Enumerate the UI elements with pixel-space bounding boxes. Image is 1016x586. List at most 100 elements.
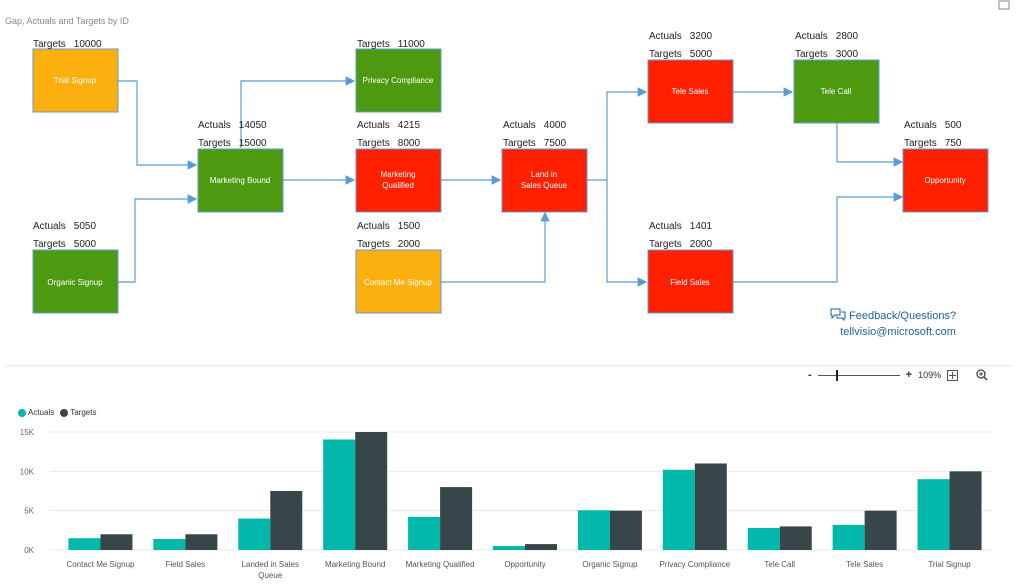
targets-annotation: Targets 11000 bbox=[357, 39, 425, 50]
bar-actuals[interactable] bbox=[917, 479, 950, 550]
bar-actuals[interactable] bbox=[662, 469, 695, 550]
node-organic-signup[interactable]: Organic Signup bbox=[32, 249, 119, 314]
actuals-annotation: Actuals 1401 bbox=[649, 221, 712, 232]
node-land-in-sales-queue[interactable]: Land in Sales Queue bbox=[501, 148, 588, 213]
expand-icon[interactable] bbox=[998, 0, 1010, 10]
zoom-slider[interactable] bbox=[817, 369, 900, 381]
feedback-text: Feedback/Questions? bbox=[849, 310, 957, 322]
zoom-in-button[interactable]: + bbox=[905, 369, 913, 381]
legend-targets[interactable]: Targets bbox=[60, 408, 96, 417]
bar-targets[interactable] bbox=[609, 510, 642, 550]
bar-targets[interactable] bbox=[864, 510, 897, 550]
targets-annotation: Targets 2000 bbox=[357, 239, 420, 250]
chart-legend: Actuals Targets bbox=[18, 408, 96, 417]
y-tick-label: 10K bbox=[20, 467, 35, 476]
node-label: Sales Queue bbox=[521, 181, 568, 190]
bar-targets[interactable] bbox=[694, 463, 727, 550]
process-diagram: Trial Signup Targets 10000 Organic Signup… bbox=[5, 31, 1012, 367]
x-tick-label: Contact Me Signup bbox=[66, 560, 135, 569]
actuals-targets-bar-chart: 0K 5K 10K 15K Contact Me Signup Field Sales La… bbox=[20, 428, 992, 580]
legend-actuals[interactable]: Actuals bbox=[18, 408, 54, 417]
feedback-email: tellvisio@microsoft.com bbox=[840, 326, 956, 338]
actuals-annotation: Actuals 500 bbox=[904, 120, 962, 131]
node-tele-call[interactable]: Tele Call bbox=[793, 59, 880, 124]
bar-targets[interactable] bbox=[525, 544, 557, 550]
x-tick-label: Landed in Sales bbox=[242, 560, 299, 569]
node-privacy-compliance[interactable]: Privacy Compliance bbox=[355, 48, 442, 113]
node-label: Trial Signup bbox=[54, 76, 97, 85]
node-tele-sales[interactable]: Tele Sales bbox=[647, 59, 734, 124]
bar-actuals[interactable] bbox=[323, 439, 356, 550]
targets-annotation: Targets 2000 bbox=[649, 239, 712, 250]
targets-annotation: Targets 5000 bbox=[33, 239, 96, 250]
bar-actuals[interactable] bbox=[747, 527, 780, 550]
bar-actuals[interactable] bbox=[832, 524, 865, 550]
node-label: Land in bbox=[531, 170, 557, 179]
node-label: Qualified bbox=[382, 181, 414, 190]
node-label: Marketing Bound bbox=[210, 176, 270, 185]
x-tick-label: Opportunity bbox=[504, 560, 545, 569]
bar-targets[interactable] bbox=[185, 534, 218, 550]
x-tick-label: Tele Sales bbox=[846, 560, 883, 569]
bar-actuals[interactable] bbox=[493, 546, 525, 550]
node-label: Tele Call bbox=[821, 87, 852, 96]
targets-annotation: Targets 7500 bbox=[503, 138, 566, 149]
x-tick-label: Queue bbox=[258, 571, 283, 580]
node-field-sales[interactable]: Field Sales bbox=[647, 249, 734, 314]
node-contact-me-signup[interactable]: Contact Me Signup bbox=[355, 249, 442, 314]
bar-targets[interactable] bbox=[100, 534, 133, 550]
x-tick-label: Marketing Qualified bbox=[406, 560, 475, 569]
y-tick-label: 15K bbox=[20, 428, 35, 437]
node-label: Field Sales bbox=[670, 278, 710, 287]
report-title: Gap, Actuals and Targets by ID bbox=[5, 16, 129, 26]
fit-to-page-icon[interactable] bbox=[947, 369, 959, 381]
x-tick-label: Tele Call bbox=[764, 560, 795, 569]
actuals-annotation: Actuals 2800 bbox=[795, 31, 858, 42]
node-label: Marketing bbox=[380, 170, 415, 179]
bar-targets[interactable] bbox=[355, 432, 388, 550]
targets-annotation: Targets 750 bbox=[904, 138, 962, 149]
actuals-annotation: Actuals 4000 bbox=[503, 120, 566, 131]
x-tick-label: Field Sales bbox=[166, 560, 206, 569]
actuals-annotation: Actuals 4215 bbox=[357, 120, 420, 131]
bar-actuals[interactable] bbox=[68, 538, 101, 550]
node-marketing-bound[interactable]: Marketing Bound bbox=[197, 148, 284, 213]
x-tick-label: Marketing Bound bbox=[325, 560, 385, 569]
feedback-link[interactable]: Feedback/Questions? tellvisio@microsoft.… bbox=[830, 308, 956, 340]
actuals-annotation: Actuals 3200 bbox=[649, 31, 712, 42]
node-label: Contact Me Signup bbox=[364, 278, 433, 287]
targets-annotation: Targets 5000 bbox=[649, 49, 712, 60]
actuals-annotation: Actuals 5050 bbox=[33, 221, 96, 232]
actuals-annotation: Actuals 1500 bbox=[357, 221, 420, 232]
legend-dot-icon bbox=[60, 408, 69, 417]
y-tick-label: 0K bbox=[24, 546, 34, 555]
node-trial-signup[interactable]: Trial Signup bbox=[32, 48, 119, 113]
y-tick-label: 5K bbox=[24, 507, 34, 516]
bar-targets[interactable] bbox=[949, 471, 982, 550]
bar-actuals[interactable] bbox=[577, 510, 610, 550]
zoom-out-button[interactable]: - bbox=[808, 369, 812, 381]
x-tick-label: Organic Signup bbox=[582, 560, 638, 569]
actuals-annotation: Actuals 14050 bbox=[198, 120, 267, 131]
bar-actuals[interactable] bbox=[153, 538, 186, 550]
bar-actuals[interactable] bbox=[408, 516, 441, 550]
bar-targets[interactable] bbox=[440, 487, 473, 550]
x-tick-label: Trial Signup bbox=[928, 560, 971, 569]
node-label: Organic Signup bbox=[47, 278, 103, 287]
zoom-magnifier-icon[interactable] bbox=[976, 369, 988, 381]
legend-dot-icon bbox=[18, 408, 26, 417]
zoom-control: - + 109% bbox=[808, 368, 988, 382]
node-label: Privacy Compliance bbox=[363, 76, 434, 85]
targets-annotation: Targets 3000 bbox=[795, 49, 858, 60]
zoom-slider-thumb[interactable] bbox=[835, 369, 838, 381]
node-label: Opportunity bbox=[924, 176, 965, 185]
x-tick-label: Privacy Compliance bbox=[659, 560, 730, 569]
bar-targets[interactable] bbox=[270, 491, 303, 550]
bar-targets[interactable] bbox=[779, 526, 812, 550]
node-opportunity[interactable]: Opportunity bbox=[902, 148, 989, 213]
bar-actuals[interactable] bbox=[238, 518, 271, 550]
node-marketing-qualified[interactable]: Marketing Qualified bbox=[355, 148, 442, 213]
targets-annotation: Targets 10000 bbox=[33, 39, 102, 50]
node-label: Tele Sales bbox=[672, 87, 709, 96]
targets-annotation: Targets 15000 bbox=[198, 138, 267, 149]
